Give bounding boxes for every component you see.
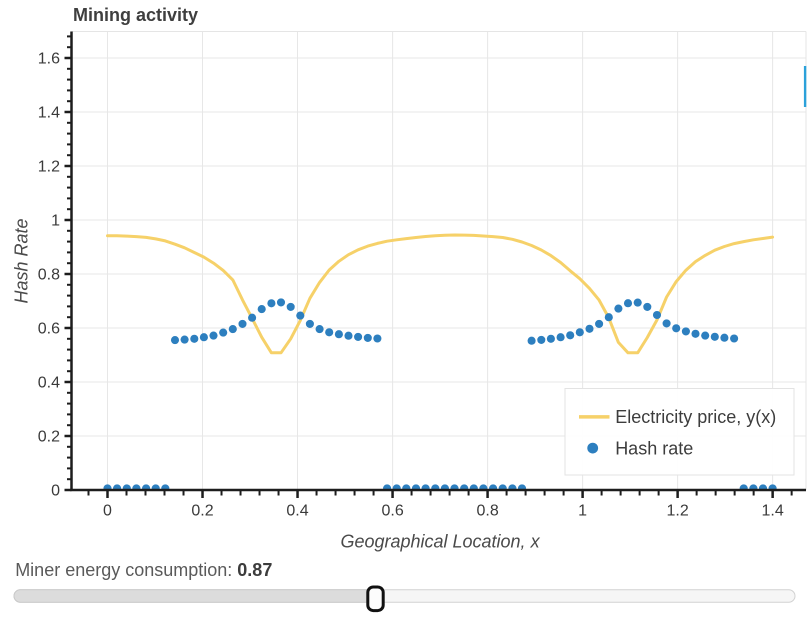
- svg-text:Mining activity: Mining activity: [73, 5, 198, 25]
- svg-text:Hash Rate: Hash Rate: [12, 218, 32, 303]
- svg-text:0.2: 0.2: [191, 503, 213, 520]
- svg-text:Miner energy consumption: 0.87: Miner energy consumption: 0.87: [15, 560, 272, 580]
- svg-text:0.4: 0.4: [286, 503, 308, 520]
- svg-text:1.6: 1.6: [38, 51, 60, 68]
- svg-text:Geographical Location, x: Geographical Location, x: [340, 532, 540, 552]
- svg-text:Hash rate: Hash rate: [615, 439, 693, 459]
- svg-text:1.4: 1.4: [38, 105, 60, 122]
- svg-text:1.2: 1.2: [38, 159, 60, 176]
- svg-text:0.4: 0.4: [38, 375, 60, 392]
- svg-text:0: 0: [103, 503, 112, 520]
- svg-text:0.6: 0.6: [381, 503, 403, 520]
- svg-text:1: 1: [578, 503, 587, 520]
- svg-text:Electricity price, y(x): Electricity price, y(x): [615, 407, 776, 427]
- svg-text:1.2: 1.2: [666, 503, 688, 520]
- svg-text:1: 1: [51, 213, 60, 230]
- svg-text:0: 0: [51, 483, 60, 500]
- svg-text:1.4: 1.4: [761, 503, 783, 520]
- svg-text:0.8: 0.8: [38, 267, 60, 284]
- svg-text:0.6: 0.6: [38, 321, 60, 338]
- svg-text:0.2: 0.2: [38, 429, 60, 446]
- svg-text:0.8: 0.8: [476, 503, 498, 520]
